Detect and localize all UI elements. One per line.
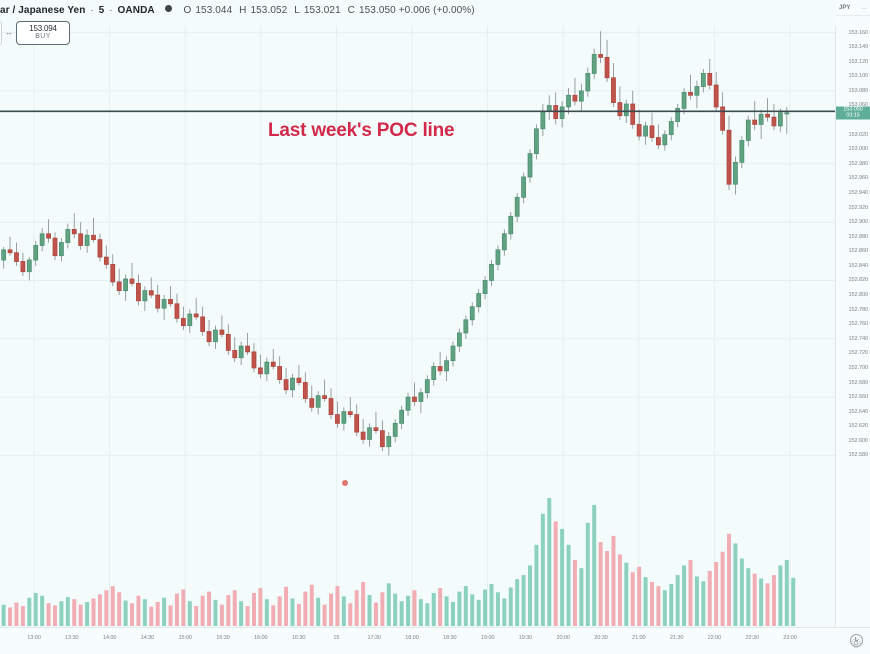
price-tick: 152.960 (848, 175, 868, 182)
price-tick: 153.140 (848, 44, 868, 51)
time-tick: 19:00 (480, 635, 495, 641)
time-tick: 20:30 (594, 635, 608, 641)
price-tick: 152.840 (848, 262, 868, 269)
price-tick: 152.780 (848, 306, 868, 313)
trade-panel-badge[interactable]: ↔ 153.094 BUY (0, 21, 70, 45)
time-tick: 21:30 (669, 635, 684, 641)
chart-note-marker[interactable] (342, 480, 348, 486)
time-tick: 22:00 (707, 635, 722, 641)
last-price-tag: 153.050 03:15 (836, 106, 870, 120)
price-tick: 152.820 (848, 277, 868, 284)
ohlc-high-value: 153.052 (250, 5, 288, 16)
axis-menu-icon[interactable]: … (861, 4, 867, 11)
time-tick: 17:30 (367, 635, 381, 641)
price-tick: 152.580 (848, 452, 868, 459)
price-tick: 152.660 (848, 394, 868, 401)
chart-plot-area[interactable] (0, 0, 836, 628)
price-tick: 153.080 (848, 87, 868, 94)
time-axis[interactable]: 13:00 13:30 14:00 14:30 15:00 15:30 16:00 16:30… (0, 627, 870, 654)
time-tick: 14:00 (102, 635, 117, 641)
ohlc-high-label: H (239, 5, 247, 16)
volume-series (1, 498, 796, 626)
ohlc-close-value: 153.050 (358, 5, 396, 16)
currency-label: JPY (839, 4, 851, 11)
time-tick: 20:00 (556, 635, 570, 641)
price-tick: 152.980 (848, 160, 868, 167)
price-tick: 152.600 (848, 437, 868, 444)
time-tick: 15:00 (178, 635, 192, 641)
time-tick: 13:00 (27, 635, 41, 641)
buy-button[interactable]: 153.094 BUY (16, 21, 70, 45)
trade-panel-handle[interactable] (0, 21, 2, 45)
chart-legend-header: ollar / Japanese Yen · 5 · OANDA O153.04… (0, 0, 836, 45)
price-tick: 152.860 (848, 248, 868, 255)
buy-label: BUY (35, 33, 51, 41)
gear-icon[interactable] (850, 637, 862, 649)
drag-handle-icon[interactable]: ↔ (5, 28, 13, 37)
ohlc-open-value: 153.044 (195, 5, 233, 16)
symbol-name[interactable]: ollar / Japanese Yen (0, 5, 86, 16)
price-tick: 152.880 (848, 233, 868, 240)
price-tick: 153.160 (848, 29, 868, 36)
clock-icon[interactable] (850, 634, 863, 647)
interval-label[interactable]: 5 (98, 5, 105, 16)
time-tick: 16:30 (291, 635, 306, 641)
price-tick: 153.100 (848, 73, 868, 80)
price-axis-header: JPY … (836, 0, 870, 16)
visibility-eye-icon[interactable] (164, 5, 172, 12)
poc-annotation-text[interactable]: Last week's POC line (268, 120, 455, 141)
time-tick: 19:30 (518, 635, 533, 641)
price-tick: 153.000 (848, 146, 868, 153)
time-tick: 18:30 (443, 635, 457, 641)
candlestick-series (1, 31, 790, 456)
price-tick: 152.900 (848, 219, 868, 226)
ohlc-low-value: 153.021 (303, 5, 341, 16)
price-tick: 152.940 (848, 189, 868, 196)
price-tick: 152.920 (848, 204, 868, 211)
price-tick: 153.060 (848, 102, 868, 108)
price-tick: 152.740 (848, 335, 868, 342)
price-tick: 152.620 (848, 423, 868, 430)
ohlc-close-label: C (347, 5, 355, 16)
last-price-countdown: 03:15 (846, 112, 860, 119)
ohlc-low-label: L (294, 5, 300, 16)
exchange-label[interactable]: OANDA (117, 5, 155, 16)
time-tick: 23:00 (783, 635, 797, 641)
legend-separator-2: · (109, 5, 113, 16)
poc-line-overlay (0, 110, 836, 113)
price-axis[interactable]: JPY … 153.160 153.140 153.120 153.100 153.08… (835, 0, 870, 628)
chart-gridlines (0, 0, 836, 628)
ohlc-open-label: O (183, 5, 192, 16)
price-tick: 152.700 (848, 364, 868, 371)
last-price-value: 153.050 (843, 106, 863, 113)
time-tick: 16:00 (254, 635, 268, 641)
price-tick: 153.020 (848, 131, 868, 138)
time-tick: 18:00 (405, 635, 419, 641)
time-tick: 15 (333, 635, 340, 641)
price-tick: 152.760 (848, 321, 868, 328)
price-change-percent: (+0.00%) (433, 5, 475, 16)
price-tick: 152.640 (848, 408, 868, 415)
time-tick: 14:30 (140, 635, 155, 641)
time-tick: 13:30 (65, 635, 79, 641)
buy-price: 153.094 (29, 24, 57, 34)
symbol-legend[interactable]: ollar / Japanese Yen · 5 · OANDA O153.04… (0, 5, 475, 16)
price-tick: 152.720 (848, 350, 868, 357)
time-tick: 15:30 (216, 635, 230, 641)
price-change-value: +0.006 (398, 5, 431, 16)
price-tick: 152.680 (848, 379, 868, 386)
legend-separator-1: · (90, 5, 94, 16)
time-tick: 21:00 (632, 635, 646, 641)
price-tick: 153.120 (848, 58, 868, 65)
time-tick: 22:30 (745, 635, 759, 641)
price-tick: 152.800 (848, 292, 868, 299)
